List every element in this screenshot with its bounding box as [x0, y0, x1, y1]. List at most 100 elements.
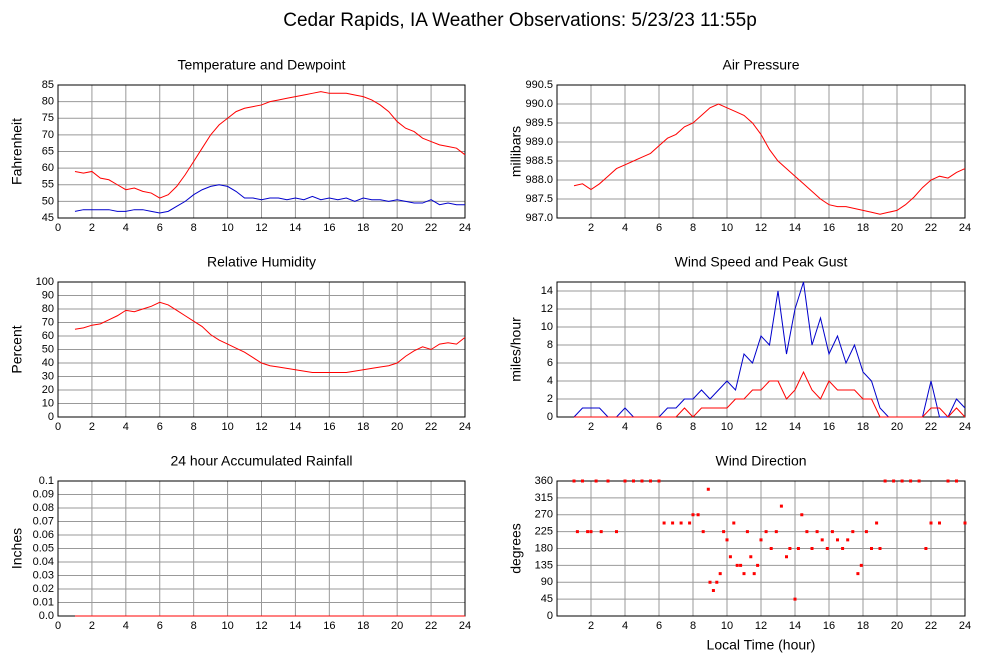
- x-tick-label: 20: [391, 421, 403, 433]
- point: [917, 479, 921, 483]
- x-tick-label: 22: [925, 421, 937, 433]
- x-tick-label: 12: [755, 620, 767, 632]
- point: [924, 547, 928, 550]
- y-tick-label: 0.07: [33, 515, 54, 527]
- point: [581, 479, 584, 483]
- series-line: [74, 91, 466, 199]
- x-tick-label: 2: [89, 222, 95, 234]
- y-tick-label: 90: [42, 289, 54, 301]
- x-tick-label: 16: [323, 421, 335, 433]
- point: [711, 589, 715, 592]
- x-tick-label: 10: [221, 421, 233, 433]
- point: [679, 521, 683, 525]
- y-tick-label: 0.0: [39, 610, 54, 622]
- y-tick-label: 135: [535, 559, 553, 571]
- point: [841, 547, 845, 550]
- x-tick-label: 18: [857, 421, 869, 433]
- y-tick-label: 989.5: [525, 117, 553, 129]
- y-tick-label: 10: [541, 321, 553, 333]
- x-axis-label: Local Time (hour): [707, 637, 816, 653]
- y-tick-label: 0.08: [33, 502, 54, 514]
- x-tick-label: 12: [755, 421, 767, 433]
- y-tick-label: 50: [42, 343, 54, 355]
- point: [836, 538, 839, 542]
- point: [793, 597, 797, 601]
- x-tick-label: 6: [656, 620, 662, 632]
- x-tick-label: 18: [357, 222, 369, 234]
- y-tick-label: 70: [42, 129, 54, 141]
- point: [851, 530, 855, 534]
- point: [900, 479, 904, 483]
- point: [864, 530, 868, 534]
- y-tick-label: 80: [42, 303, 54, 315]
- y-tick-label: 0: [547, 411, 553, 423]
- point: [572, 479, 576, 483]
- panel-title: Temperature and Dewpoint: [177, 57, 345, 73]
- point: [820, 538, 824, 542]
- point: [708, 580, 712, 584]
- y-axis-label: Percent: [9, 325, 25, 373]
- point: [875, 521, 879, 525]
- y-tick-label: 315: [535, 492, 553, 504]
- series-line: [573, 103, 966, 215]
- point: [662, 521, 666, 525]
- x-tick-label: 8: [191, 222, 197, 234]
- point: [938, 521, 941, 525]
- point: [929, 521, 933, 525]
- x-tick-label: 8: [191, 421, 197, 433]
- point: [810, 547, 814, 550]
- point: [691, 513, 695, 517]
- y-tick-label: 0.02: [33, 583, 54, 595]
- y-tick-label: 180: [535, 542, 553, 554]
- point: [846, 538, 850, 542]
- x-tick-label: 10: [721, 222, 733, 234]
- panel-title: 24 hour Accumulated Rainfall: [170, 453, 352, 469]
- point: [800, 513, 804, 517]
- point: [701, 530, 705, 534]
- panel-title: Relative Humidity: [207, 254, 316, 270]
- x-tick-label: 14: [789, 222, 801, 234]
- point: [606, 479, 610, 483]
- x-tick-label: 20: [891, 222, 903, 234]
- x-tick-label: 22: [425, 222, 437, 234]
- point: [623, 479, 627, 483]
- series-line: [74, 184, 465, 214]
- x-tick-label: 22: [925, 222, 937, 234]
- point: [946, 479, 950, 483]
- point: [955, 479, 958, 483]
- point: [586, 530, 590, 534]
- y-tick-label: 45: [541, 593, 553, 605]
- x-tick-label: 16: [823, 620, 835, 632]
- x-tick-label: 2: [588, 620, 594, 632]
- y-tick-label: 85: [42, 79, 54, 91]
- x-tick-label: 22: [425, 421, 437, 433]
- x-tick-label: 16: [823, 421, 835, 433]
- point: [599, 530, 603, 534]
- y-tick-label: 55: [42, 179, 54, 191]
- x-tick-label: 24: [959, 620, 971, 632]
- x-tick-label: 16: [323, 222, 335, 234]
- x-tick-label: 14: [289, 222, 301, 234]
- point: [735, 563, 739, 567]
- x-tick-label: 8: [690, 620, 696, 632]
- y-tick-label: 70: [42, 316, 54, 328]
- point: [594, 479, 598, 483]
- point: [785, 555, 788, 559]
- point: [728, 555, 732, 559]
- x-tick-label: 2: [89, 421, 95, 433]
- point: [696, 513, 700, 517]
- x-tick-label: 20: [891, 620, 903, 632]
- y-tick-label: 988.5: [525, 155, 553, 167]
- plot-frame: [556, 281, 966, 418]
- panel-title: Wind Speed and Peak Gust: [675, 254, 848, 270]
- point: [878, 547, 882, 550]
- y-tick-label: 990.0: [525, 98, 553, 110]
- point: [657, 479, 661, 483]
- point: [805, 530, 809, 534]
- x-tick-label: 24: [459, 421, 471, 433]
- point: [749, 555, 753, 559]
- x-tick-label: 0: [55, 421, 61, 433]
- point: [788, 547, 792, 550]
- y-tick-label: 0.01: [33, 596, 54, 608]
- x-tick-label: 20: [391, 222, 403, 234]
